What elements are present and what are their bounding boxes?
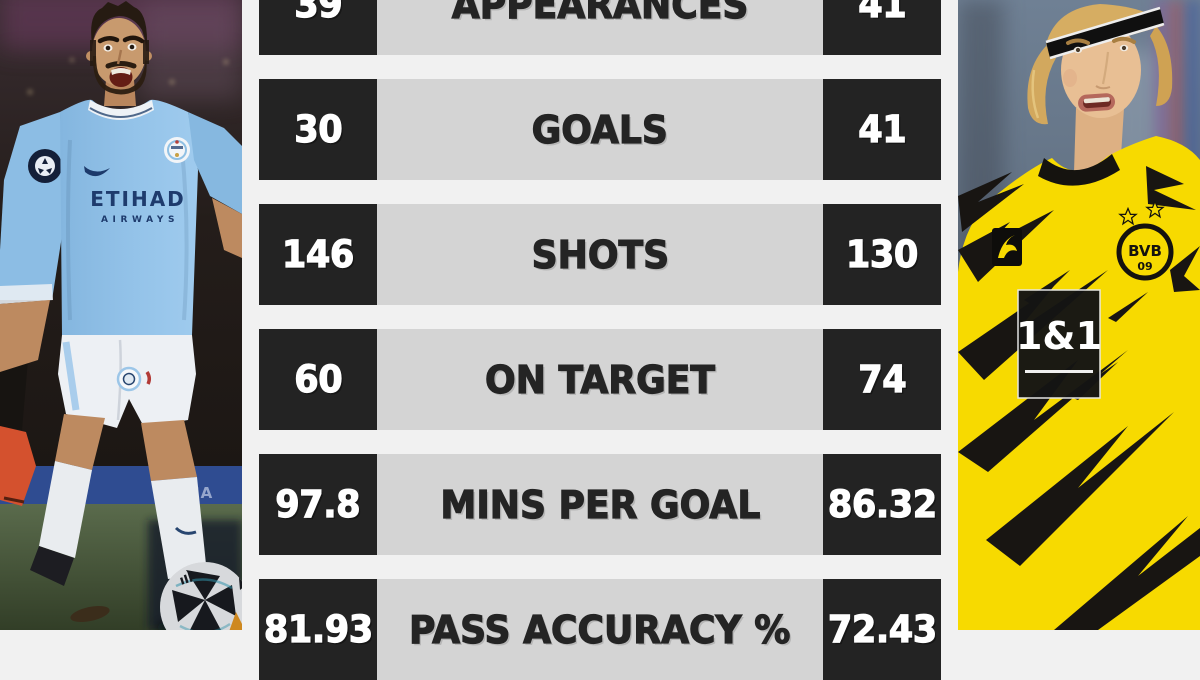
- left-stat-box: 60: [259, 329, 377, 430]
- right-stat-value: 41: [857, 107, 907, 151]
- stat-label-box: MINS PER GOAL: [377, 454, 823, 555]
- left-player-illustration: UEFA: [0, 0, 242, 630]
- headband: [1045, 6, 1165, 60]
- opponent-leg: [0, 352, 36, 506]
- right-stat-box: 130: [823, 204, 941, 305]
- eyebrow: [1112, 36, 1136, 44]
- stat-label-box: GOALS: [377, 79, 823, 180]
- left-stat-box: 146: [259, 204, 377, 305]
- left-stat-box: 39: [259, 0, 377, 55]
- stat-label-box: APPEARANCES: [377, 0, 823, 55]
- left-stat-value: 97.8: [275, 482, 361, 526]
- right-stat-box: 41: [823, 79, 941, 180]
- right-stat-value: 41: [857, 0, 907, 27]
- stat-label: ON TARGET: [484, 357, 715, 402]
- open-mouth: [1078, 93, 1116, 112]
- forearm-skin: [0, 300, 50, 372]
- right-player-photo: BVB 09 1&1: [958, 0, 1200, 630]
- grass-divot: [70, 605, 110, 623]
- sleeve-left: [188, 112, 242, 214]
- crest-stars: [1118, 199, 1165, 226]
- stat-row-mins-per-goal: 97.8 MINS PER GOAL 86.32: [259, 454, 941, 555]
- champions-league-patch: [28, 149, 62, 183]
- left-stat-value: 146: [281, 232, 355, 276]
- swoosh-icon: [84, 166, 110, 177]
- right-player-illustration: BVB 09 1&1: [958, 0, 1200, 630]
- right-stat-box: 74: [823, 329, 941, 430]
- stat-label: SHOTS: [531, 232, 670, 277]
- collar: [1038, 154, 1120, 186]
- eyebrow: [1066, 38, 1090, 45]
- left-stat-box: 30: [259, 79, 377, 180]
- stat-label-box: SHOTS: [377, 204, 823, 305]
- jersey-torso: [60, 99, 198, 335]
- stat-row-goals: 30 GOALS 41: [259, 79, 941, 180]
- stat-label: APPEARANCES: [451, 0, 749, 27]
- jersey-sponsor-line2: AIRWAYS: [101, 215, 179, 225]
- left-stat-value: 60: [293, 357, 343, 401]
- stat-row-shots: 146 SHOTS 130: [259, 204, 941, 305]
- left-player-face: [86, 1, 152, 95]
- right-stat-value: 86.32: [827, 482, 937, 526]
- eyebrow: [122, 35, 145, 44]
- right-sock: [39, 461, 92, 558]
- right-stat-value: 130: [845, 232, 919, 276]
- bvb-crest: BVB 09: [1116, 223, 1174, 281]
- right-player-figure: BVB 09 1&1: [958, 4, 1200, 630]
- left-thigh: [141, 420, 197, 481]
- left-sock: [151, 477, 207, 579]
- left-player-figure: ETIHAD AIRWAYS: [0, 1, 242, 586]
- sleeve-cuff-stripe: [0, 284, 53, 304]
- shorts: [58, 335, 196, 428]
- stat-label: MINS PER GOAL: [439, 482, 760, 527]
- stat-label-box: ON TARGET: [377, 329, 823, 430]
- forearm-skin-right: [212, 198, 242, 258]
- teeth: [111, 68, 131, 75]
- right-stat-box: 86.32: [823, 454, 941, 555]
- right-thigh: [55, 414, 105, 470]
- crest-number: 09: [1137, 260, 1152, 273]
- stat-label: GOALS: [531, 107, 669, 152]
- crowd-light-glow: [140, 0, 242, 100]
- right-stat-value: 74: [857, 357, 907, 401]
- left-stat-box: 97.8: [259, 454, 377, 555]
- hair-side-right: [1150, 26, 1173, 106]
- uefa-ad-board: [0, 466, 242, 510]
- hair: [91, 1, 148, 46]
- right-stat-box: 41: [823, 0, 941, 55]
- left-player-photo: UEFA: [0, 0, 242, 630]
- puma-patch: [992, 228, 1022, 266]
- club-crest-left: [164, 137, 190, 163]
- stat-row-appearances: 39 APPEARANCES 41: [259, 0, 941, 55]
- crest-text: BVB: [1128, 242, 1162, 260]
- left-stat-value: 30: [293, 107, 343, 151]
- stat-row-on-target: 60 ON TARGET 74: [259, 329, 941, 430]
- moustache: [105, 61, 137, 69]
- adidas-mark: [180, 571, 193, 585]
- right-boot: [30, 546, 74, 586]
- sponsor-patch-1and1: 1&1: [1016, 289, 1102, 399]
- sponsor-text: 1&1: [1016, 314, 1102, 358]
- left-stat-value: 39: [293, 0, 343, 27]
- eyebrow: [97, 36, 120, 44]
- jersey-sponsor-line1: ETIHAD: [90, 187, 186, 211]
- stats-panel: 39 APPEARANCES 41 30 GOALS 41 146 SHOTS …: [259, 0, 941, 680]
